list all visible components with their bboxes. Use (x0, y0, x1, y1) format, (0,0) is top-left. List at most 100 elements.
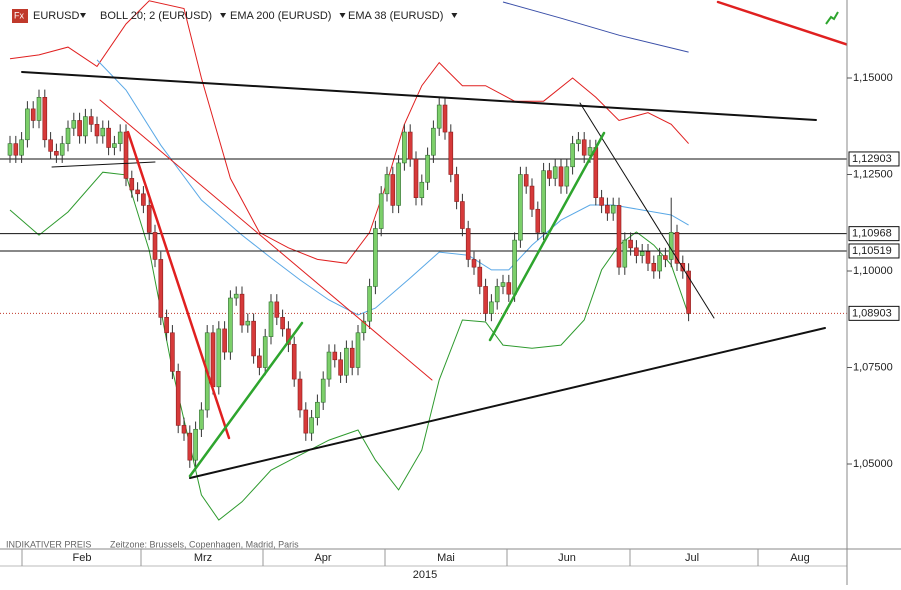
candle-body (349, 347, 355, 368)
candle-body (535, 208, 541, 233)
candle-body (13, 143, 19, 156)
candle-body (361, 320, 367, 334)
candle-body (106, 127, 111, 148)
trend-line (21, 71, 817, 121)
candle-body (141, 193, 146, 206)
candle-body (639, 251, 645, 256)
candle-body (181, 425, 187, 434)
symbol-icon[interactable] (12, 9, 28, 23)
candle-body (344, 347, 349, 376)
candle-body (581, 139, 587, 156)
candle-body (419, 181, 425, 198)
candle-body (170, 332, 175, 372)
dropdown (451, 13, 458, 18)
trend-line (488, 131, 606, 342)
trend-line (126, 130, 231, 440)
candle-body (199, 409, 204, 430)
candle-body (286, 328, 291, 345)
candle-body (158, 259, 164, 318)
level-box (848, 151, 900, 167)
candle-body (274, 301, 280, 318)
candle-body (210, 332, 216, 388)
candle-body (216, 328, 222, 388)
trend-icon[interactable] (825, 11, 839, 25)
candle-body (460, 201, 465, 229)
x-tick-label: Jul (685, 552, 699, 564)
x-axis-area (0, 549, 901, 585)
trend-line (99, 99, 433, 381)
candle-body (547, 170, 552, 179)
legend-entry[interactable]: EMA 200 (EURUSD) (230, 10, 331, 22)
x-tick-label: Jun (558, 552, 576, 564)
y-tick-label: 1,12500 (853, 168, 893, 180)
candle-body (164, 317, 169, 334)
candle-body (175, 371, 181, 426)
candle-body (634, 247, 639, 256)
level-label: 1,12903 (852, 153, 892, 165)
candle-body (355, 332, 361, 368)
candle-body (297, 378, 303, 411)
y-axis: 1,05000 1,07500 1,10000 1,12500 1,15000 1,129… (847, 72, 900, 470)
candle-body (83, 116, 88, 137)
candle-body (117, 131, 123, 144)
candle-body (645, 251, 651, 264)
candle-body (262, 336, 268, 368)
x-tick-label: Apr (314, 552, 331, 564)
legend-entry[interactable]: EMA 38 (EURUSD) (348, 10, 443, 22)
candle-body (477, 266, 483, 287)
symbol[interactable]: EURUSD (33, 10, 80, 22)
candle-body (30, 108, 36, 121)
candle-body (576, 139, 581, 144)
candle-body (326, 351, 332, 380)
year-label: 2015 (413, 569, 437, 581)
candle-body (280, 317, 285, 330)
candle-body (494, 286, 500, 303)
candle-body (239, 293, 245, 326)
candle-body (257, 355, 262, 368)
candle-body (564, 166, 570, 187)
candle-body (465, 228, 471, 260)
candle-body (616, 205, 622, 268)
y-tick-label: 1,15000 (853, 72, 893, 84)
candle-body (193, 428, 198, 461)
candle-body (384, 174, 390, 195)
dropdown (339, 13, 346, 18)
candle-body (88, 116, 94, 125)
candle-body (686, 270, 691, 314)
candle-body (25, 108, 30, 141)
level-label: 1,10968 (852, 228, 892, 240)
y-tick-label: 1,07500 (853, 361, 893, 373)
candle-body (442, 104, 448, 133)
candle-body (251, 320, 256, 357)
candle-body (245, 320, 251, 326)
candle-body (48, 139, 53, 152)
candle-body (506, 282, 512, 295)
candle-body (54, 151, 59, 156)
candle-body (610, 205, 616, 214)
candle-body (500, 282, 506, 287)
candle-body (65, 127, 71, 144)
dropdown[interactable] (80, 13, 86, 18)
candle-body (135, 189, 140, 195)
plot-area (0, 0, 847, 521)
candle-body (663, 255, 668, 260)
x-tick-label: Mrz (194, 552, 212, 564)
candle-body (622, 239, 628, 268)
candle-body (303, 409, 309, 434)
candle-body (59, 143, 65, 156)
candle-body (152, 232, 158, 260)
level-box (848, 305, 900, 321)
candle-body (529, 185, 535, 210)
candle-body (651, 262, 657, 272)
candle-body (291, 344, 297, 380)
x-tick-label: Mai (437, 552, 455, 564)
legend-entry[interactable]: BOLL 20; 2 (EURUSD) (100, 10, 212, 22)
level-label: 1,08903 (852, 307, 892, 319)
candle-body (129, 178, 135, 191)
trend-line (188, 321, 304, 478)
candle-body (431, 127, 436, 156)
y-tick-label: 1,10000 (853, 265, 893, 277)
dropdown (220, 13, 227, 18)
candle-body (628, 239, 633, 249)
candle-body (268, 301, 274, 337)
